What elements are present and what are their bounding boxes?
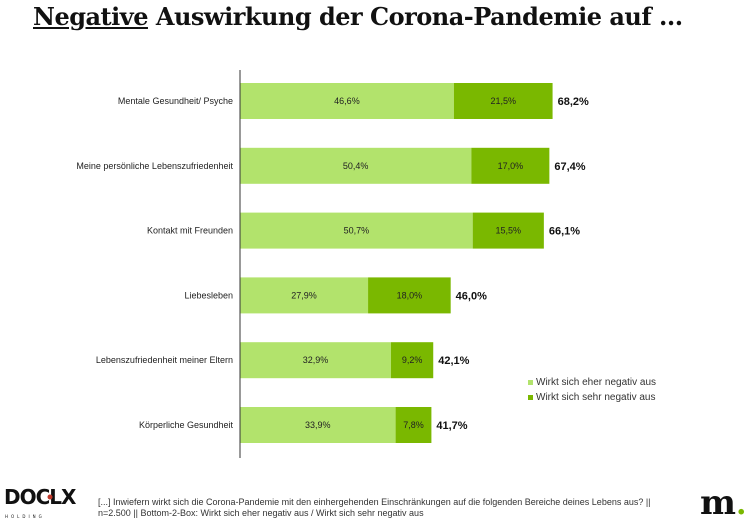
total-label: 67,4% (554, 161, 585, 173)
bar-segment (240, 277, 369, 314)
bar-segment (368, 277, 451, 314)
bar-segment (240, 212, 473, 249)
legend-item-sehr: Wirkt sich sehr negativ aus (528, 392, 656, 403)
m-logo: m. (700, 483, 747, 523)
bar-segment (391, 342, 434, 379)
data-label: 15,5% (496, 226, 522, 236)
svg-text:DOCLX: DOCLX (4, 488, 77, 509)
data-label: 50,4% (343, 161, 369, 171)
data-label: 18,0% (397, 290, 423, 300)
legend-label: Wirkt sich eher negativ aus (536, 377, 657, 388)
footnote-line: n=2.500 || Bottom-2-Box: Wirkt sich eher… (98, 508, 424, 518)
svg-text:HOLDING: HOLDING (5, 514, 45, 519)
bar-segment (453, 83, 553, 119)
data-label: 33,9% (305, 420, 331, 430)
bar-segment (471, 147, 550, 184)
total-label: 46,0% (456, 290, 487, 302)
data-label: 7,8% (403, 420, 424, 430)
total-label: 66,1% (549, 226, 580, 238)
category-label: Meine persönliche Lebenszufriedenheit (76, 161, 233, 171)
total-label: 68,2% (558, 96, 589, 108)
total-label: 41,7% (436, 420, 467, 432)
footnote: [...] Inwiefern wirkt sich die Corona-Pa… (98, 497, 651, 519)
data-label: 50,7% (344, 226, 370, 236)
legend-item-eher: Wirkt sich eher negativ aus (528, 377, 656, 388)
data-label: 17,0% (498, 161, 524, 171)
legend-label: Wirkt sich sehr negativ aus (536, 392, 656, 403)
category-label: Liebesleben (184, 290, 233, 300)
bar-segment (240, 342, 392, 379)
doclx-logo: DOCLX HOLDING (4, 488, 78, 519)
bar-segment (472, 212, 544, 249)
footnote-line: [...] Inwiefern wirkt sich die Corona-Pa… (98, 497, 651, 507)
bar-segment (240, 407, 396, 443)
chart-title: Negative Auswirkung der Corona-Pandemie … (33, 2, 683, 31)
data-label: 27,9% (291, 290, 317, 300)
category-label: Körperliche Gesundheit (139, 420, 234, 430)
data-label: 32,9% (303, 355, 329, 365)
data-label: 46,6% (334, 96, 360, 106)
bar-segment (240, 83, 454, 119)
bar-segment (240, 147, 472, 184)
legend-swatch (528, 395, 533, 400)
title-rest: Auswirkung der Corona-Pandemie auf ... (155, 2, 683, 31)
title-highlight: Negative (33, 2, 148, 31)
category-label: Mentale Gesundheit/ Psyche (118, 96, 233, 106)
category-label: Kontakt mit Freunden (147, 226, 233, 236)
data-label: 9,2% (402, 355, 423, 365)
bar-segment (395, 407, 432, 443)
category-label: Lebenszufriedenheit meiner Eltern (96, 355, 233, 365)
legend-swatch (528, 380, 533, 385)
data-label: 21,5% (490, 96, 516, 106)
total-label: 42,1% (438, 355, 469, 367)
